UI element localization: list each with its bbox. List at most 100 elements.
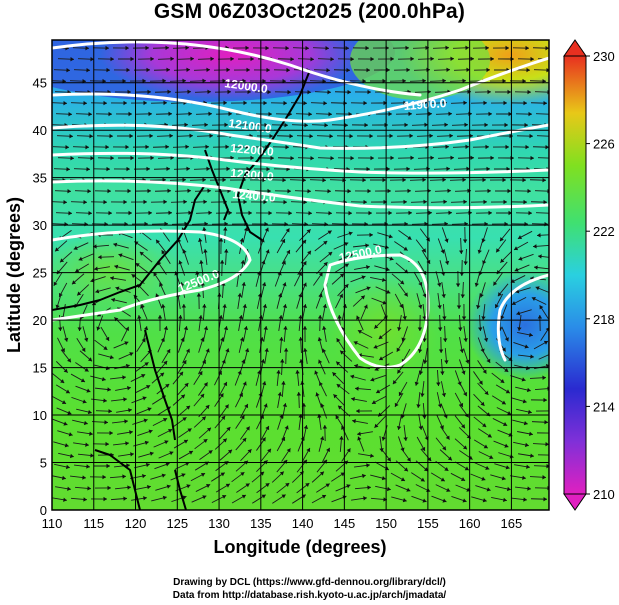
streamline-arrowhead [537, 315, 543, 319]
lat-lon-grid [52, 40, 549, 510]
streamline-arrowhead [397, 369, 402, 374]
streamline-arrowhead [202, 78, 206, 84]
streamline-arrowhead [207, 89, 211, 95]
streamline-arrowhead [363, 304, 368, 309]
streamline-arrowhead [203, 199, 207, 205]
streamline-arrowhead [474, 282, 479, 287]
streamline-arrowhead [70, 56, 74, 62]
streamline-arrowhead [445, 435, 450, 440]
streamline-arrowhead [389, 256, 394, 261]
streamline-arrowhead [182, 177, 186, 183]
streamline-arrowhead [545, 442, 549, 447]
streamline-arrowhead [67, 486, 71, 491]
streamline-arrowhead [504, 368, 509, 372]
streamline-arrowhead [388, 234, 393, 239]
streamline-arrowhead [242, 78, 246, 84]
streamline-arrowhead [381, 436, 386, 441]
streamline-arrowhead [369, 232, 373, 238]
streamline-arrowhead [318, 293, 323, 298]
streamline-arrowhead [357, 330, 362, 334]
streamline-arrowhead [80, 378, 85, 383]
streamline-arrowhead [86, 464, 90, 469]
streamline-arrowhead [505, 144, 509, 150]
streamline-arrowhead [405, 45, 409, 51]
streamline-arrowhead [166, 67, 170, 73]
streamline-arrowhead [319, 436, 325, 441]
streamline-arrowhead [526, 387, 531, 393]
streamline-arrowhead [530, 56, 534, 62]
streamline-arrowhead [145, 45, 149, 51]
streamline-arrowhead [146, 385, 151, 389]
streamline-arrowhead [125, 441, 129, 446]
streamline-arrowhead [444, 238, 449, 243]
streamline-arrowhead [250, 155, 254, 161]
x-tick-label: 150 [375, 516, 397, 531]
streamline-arrowhead [440, 371, 445, 375]
streamline-arrowhead [287, 89, 291, 95]
streamline-arrowhead [238, 315, 243, 319]
streamline-arrowhead [264, 122, 268, 128]
streamline-arrowhead [207, 188, 211, 194]
streamline-arrowhead [465, 359, 470, 364]
streamline-arrowhead [107, 188, 111, 194]
streamline-arrowhead [323, 100, 327, 106]
streamline-arrowhead [336, 361, 341, 366]
streamline-arrowhead [400, 477, 406, 482]
streamline-arrowhead [63, 100, 67, 106]
streamline-arrowhead [156, 239, 160, 244]
streamline-arrowhead [170, 155, 174, 161]
streamline-arrowhead [202, 359, 206, 364]
streamline-arrowhead [108, 408, 112, 414]
streamline-arrowhead [340, 472, 345, 477]
colorbar-gradient [563, 55, 587, 495]
streamline-arrowhead [250, 56, 254, 62]
contour-label: 12400.0 [232, 187, 277, 205]
streamline-arrowhead [478, 327, 483, 331]
streamline-arrowhead [470, 56, 474, 62]
streamline-arrowhead [200, 337, 205, 342]
streamline-arrowhead [185, 348, 190, 353]
streamline-arrowhead [529, 431, 533, 437]
streamline-arrowhead [162, 417, 168, 422]
streamline-arrowhead [488, 210, 492, 216]
streamline-arrowhead [527, 486, 531, 491]
streamline-arrowhead [362, 78, 366, 84]
streamline-arrowhead [185, 45, 189, 51]
streamline-arrowhead [318, 359, 323, 364]
streamline-arrowhead [390, 56, 394, 62]
streamline-arrowhead [123, 496, 127, 501]
streamline-arrowhead [447, 188, 451, 194]
streamline-arrowhead [240, 415, 245, 420]
streamline-arrowhead [265, 45, 269, 51]
streamline-arrowhead [530, 453, 534, 458]
streamline-arrowhead [428, 210, 432, 216]
streamline-arrowhead [325, 45, 329, 51]
streamline-arrowhead [323, 262, 328, 267]
streamline-arrowhead [406, 457, 411, 462]
streamline-arrowhead [246, 166, 250, 172]
streamline-arrowhead [516, 311, 521, 316]
streamline-arrowhead [83, 199, 87, 205]
streamline-arrowhead [122, 375, 126, 380]
streamline-arrowhead [61, 475, 66, 481]
streamline-arrowhead [333, 394, 338, 399]
streamline-arrowhead [115, 286, 120, 291]
streamline-arrowhead [90, 155, 94, 161]
streamline-arrowhead [422, 415, 427, 419]
colorbar-tick-label: 210 [593, 487, 615, 502]
x-tick-label: 160 [459, 516, 481, 531]
streamline-arrowhead [476, 305, 481, 309]
streamline-arrowhead [106, 166, 110, 172]
streamline-arrowhead [200, 393, 205, 398]
streamline-arrowhead [88, 111, 92, 117]
streamline-arrowhead [529, 332, 533, 338]
streamline-arrowhead [303, 425, 309, 430]
streamline-arrowhead [89, 431, 93, 436]
streamline-arrowhead [366, 67, 370, 73]
streamline-arrowhead [131, 274, 136, 279]
streamline-arrowhead [531, 297, 536, 302]
streamline-arrowhead [356, 408, 360, 414]
streamline-arrowhead [64, 443, 69, 448]
streamline-arrowhead [135, 263, 140, 267]
streamline-arrowhead [349, 253, 354, 258]
